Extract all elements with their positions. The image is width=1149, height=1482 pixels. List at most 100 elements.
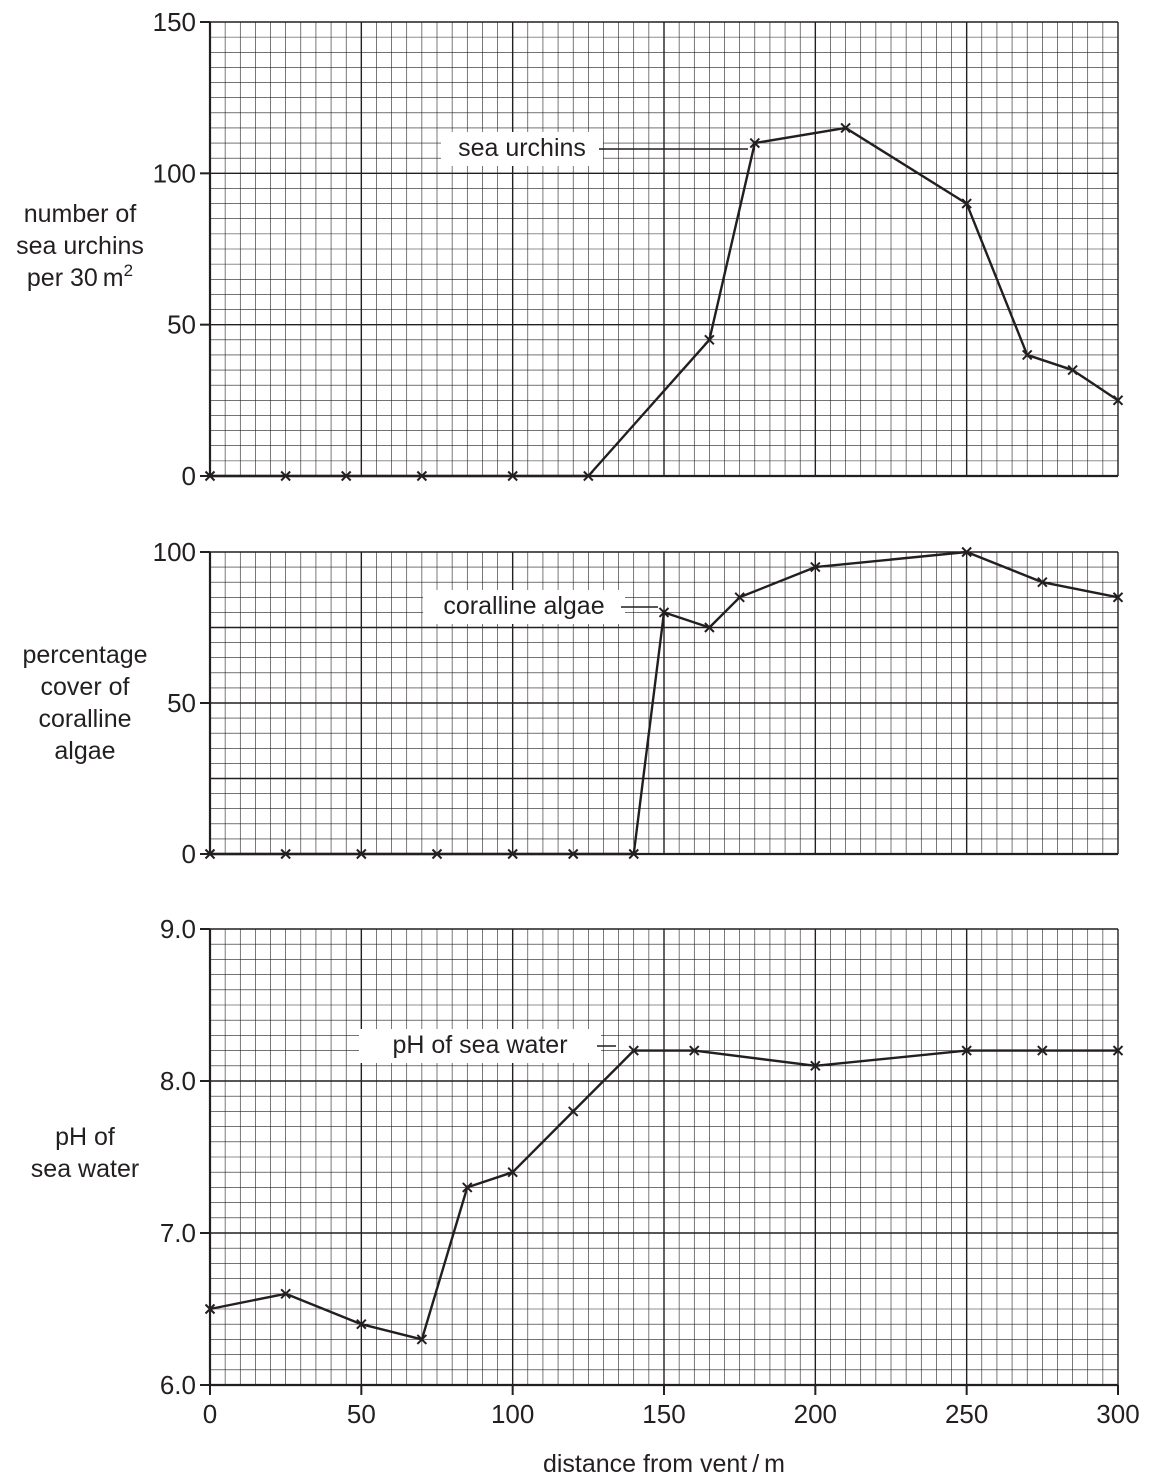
data-point [1037, 1045, 1048, 1056]
x-tick-label: 250 [945, 1399, 988, 1429]
data-point [340, 470, 352, 482]
data-point [961, 546, 972, 558]
y-axis-label-line: algae [54, 737, 115, 765]
data-point-stroke [280, 470, 291, 482]
data-point-stroke [280, 848, 291, 860]
x-tick-label: 150 [642, 1399, 685, 1429]
data-point-stroke [280, 1288, 291, 1300]
data-point [280, 848, 291, 860]
data-point-stroke [628, 1045, 639, 1056]
data-point-stroke [567, 1106, 579, 1117]
grid [209, 21, 1119, 477]
data-point-stroke [416, 470, 428, 482]
grid [209, 551, 1119, 855]
data-point [810, 1060, 821, 1072]
data-point [280, 1288, 291, 1300]
y-tick-label: 8.0 [160, 1066, 196, 1096]
data-point [628, 1045, 639, 1056]
y-axis-label-superscript: 2 [124, 261, 133, 280]
x-tick-label: 300 [1096, 1399, 1139, 1429]
series-label: pH of sea water [392, 1031, 567, 1059]
y-tick-label: 150 [153, 7, 196, 37]
series-label: coralline algae [443, 592, 604, 620]
data-point [507, 470, 518, 482]
data-point [356, 848, 367, 860]
data-point [416, 1334, 428, 1345]
data-point [507, 848, 518, 860]
y-axis-label-line: cover of [41, 673, 130, 701]
y-axis-label-line: sea urchins [16, 232, 144, 260]
data-point [1067, 364, 1078, 376]
data-point-stroke [462, 1182, 473, 1193]
y-tick-label: 0 [182, 461, 196, 491]
y-axis-label-line: coralline [38, 705, 131, 733]
data-point-stroke [1037, 1045, 1048, 1056]
data-point-stroke [204, 470, 216, 482]
x-axis-label: distance from vent / m [543, 1450, 785, 1478]
data-point-stroke [810, 1060, 821, 1072]
data-point [204, 1303, 216, 1315]
y-tick-label: 50 [167, 310, 196, 340]
data-point [416, 470, 428, 482]
data-point [749, 137, 761, 149]
data-point [840, 122, 851, 134]
data-point-stroke [840, 122, 851, 134]
y-axis-label-line: sea water [31, 1155, 139, 1183]
y-axis-label: pH of sea water [31, 1123, 139, 1183]
series-line [210, 550, 1119, 856]
data-point-stroke [507, 1166, 518, 1178]
data-point-stroke [567, 848, 579, 860]
chart-panel-3: 6.0 7.0 8.0 9.0 0 50 100 150 200 250 300 pH of sea w… [31, 914, 1140, 1429]
data-point-stroke [749, 137, 761, 149]
data-point [462, 1182, 473, 1193]
data-point-stroke [704, 622, 715, 633]
series-label-background [423, 590, 625, 624]
y-axis-label-line: percentage [22, 641, 147, 669]
series-label: sea urchins [458, 134, 586, 162]
data-point-stroke [1112, 1045, 1124, 1056]
y-tick-label: 7.0 [160, 1218, 196, 1248]
data-point-stroke [507, 848, 518, 860]
series-label-background [441, 132, 603, 166]
data-point [567, 848, 579, 860]
data-point [704, 334, 715, 346]
data-point [1112, 1045, 1124, 1056]
y-axis-label: number of sea urchins per 30 m2 [16, 200, 144, 292]
data-point [704, 622, 715, 633]
data-point-stroke [810, 561, 821, 573]
data-point-stroke [204, 848, 216, 860]
data-point-stroke [961, 198, 972, 209]
data-point [689, 1045, 700, 1056]
data-point-stroke [689, 1045, 700, 1056]
y-axis-label-line: pH of [55, 1123, 115, 1151]
series-label-background [359, 1029, 601, 1063]
chart-panel-2: 0 50 100 percentage cover of coralline algae co… [22, 537, 1124, 869]
data-point [628, 848, 639, 860]
data-point [1112, 395, 1124, 406]
x-tick-label: 0 [203, 1399, 217, 1429]
y-axis-label-line: per 30 m [27, 264, 124, 292]
y-axis-label-line: number of [24, 200, 137, 228]
data-point-stroke [356, 848, 367, 860]
data-point [1112, 592, 1124, 603]
data-point-stroke [1021, 349, 1033, 361]
data-point-stroke [961, 546, 972, 558]
data-point [567, 1106, 579, 1117]
y-tick-label: 100 [153, 158, 196, 188]
data-point-stroke [961, 1045, 972, 1056]
data-point [507, 1166, 518, 1178]
data-point-stroke [1112, 395, 1124, 406]
data-point [280, 470, 291, 482]
y-axis-label: percentage cover of coralline algae [22, 641, 147, 765]
data-point-stroke [507, 470, 518, 482]
data-point-stroke [1067, 364, 1078, 376]
data-point [658, 607, 670, 618]
data-point-stroke [583, 470, 594, 482]
data-point-stroke [431, 848, 443, 860]
data-point-stroke [704, 334, 715, 346]
data-point [1021, 349, 1033, 361]
x-tick-label: 100 [491, 1399, 534, 1429]
data-point-stroke [1037, 576, 1048, 588]
data-point-stroke [658, 607, 670, 618]
